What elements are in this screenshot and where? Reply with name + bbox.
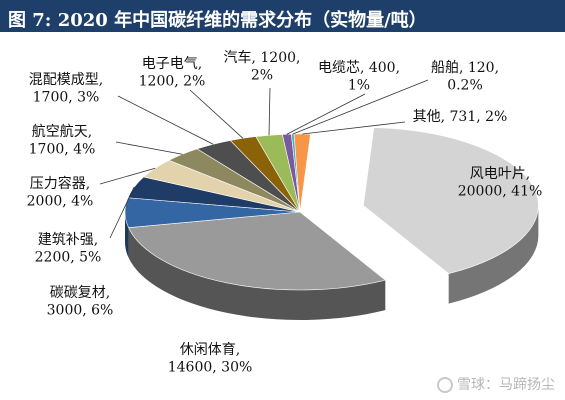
data-label-line: 电缆芯, 400, xyxy=(318,60,400,76)
pie-chart: 风电叶片, 20000, 41% 休闲体育, 14600, 30% 碳碳复材, 3000,… xyxy=(27,49,543,376)
data-label-line: 2% xyxy=(251,68,273,84)
data-label-压力容器: 压力容器, 2000, 4% xyxy=(27,175,94,210)
data-label-line: 船舶, 120, xyxy=(431,60,499,76)
pie-side-风电叶片 xyxy=(448,205,539,304)
leader-line-建筑补强 xyxy=(109,186,135,239)
watermark: 雪球：马蹄扬尘 xyxy=(437,374,555,394)
data-label-line: 1% xyxy=(348,78,370,94)
data-label-其他: 其他, 731, 2% xyxy=(413,109,508,125)
leader-line-压力容器 xyxy=(99,167,156,185)
leader-line-混配模成型 xyxy=(117,95,214,145)
leader-line-其他 xyxy=(302,121,406,135)
leader-line-航空航天 xyxy=(115,141,183,155)
data-label-line: 混配模成型, xyxy=(29,72,103,88)
data-label-line: 电子电气, xyxy=(142,56,202,72)
data-label-line: 0.2% xyxy=(447,78,483,94)
data-label-line: 风电叶片, xyxy=(470,166,530,182)
pie-slice-风电叶片 xyxy=(363,127,539,274)
data-label-休闲体育: 休闲体育, 14600, 30% xyxy=(168,342,253,376)
leader-line-船舶 xyxy=(292,79,429,135)
data-label-line: 休闲体育, xyxy=(180,342,240,358)
leader-line-电缆芯 xyxy=(286,93,366,135)
data-label-line: 1200, 2% xyxy=(139,74,206,90)
data-label-电缆芯: 电缆芯, 400, 1% xyxy=(318,60,400,94)
data-label-line: 汽车, 1200, xyxy=(224,49,301,66)
data-label-line: 压力容器, xyxy=(30,175,90,192)
data-label-建筑补强: 建筑补强, 2200, 5% xyxy=(35,232,102,266)
data-label-line: 建筑补强, xyxy=(38,232,98,248)
data-label-line: 其他, 731, 2% xyxy=(413,109,508,125)
data-label-line: 1700, 4% xyxy=(29,142,96,158)
data-label-line: 1700, 3% xyxy=(33,90,100,106)
data-label-电子电气: 电子电气, 1200, 2% xyxy=(139,56,206,90)
data-label-船舶: 船舶, 120, 0.2% xyxy=(431,60,499,94)
data-label-航空航天: 航空航天, 1700, 4% xyxy=(29,124,96,158)
leader-line-汽车 xyxy=(268,87,271,136)
data-label-汽车: 汽车, 1200, 2% xyxy=(224,49,301,84)
pie-side-碳碳复材 xyxy=(125,212,129,258)
data-label-line: 2000, 4% xyxy=(27,194,94,210)
data-label-line: 航空航天, xyxy=(32,124,92,140)
chart-title: 图 7: 2020 年中国碳纤维的需求分布（实物量/吨） xyxy=(0,0,565,32)
data-label-line: 2200, 5% xyxy=(35,250,102,266)
data-label-line: 3000, 6% xyxy=(47,303,114,319)
watermark-text: 雪球：马蹄扬尘 xyxy=(457,377,555,393)
leader-line-电子电气 xyxy=(189,89,244,139)
pie-slice-休闲体育 xyxy=(128,211,386,291)
snowball-logo-icon xyxy=(437,377,453,393)
data-label-line: 碳碳复材, xyxy=(50,284,110,301)
data-label-line: 20000, 41% xyxy=(458,184,543,200)
data-label-碳碳复材: 碳碳复材, 3000, 6% xyxy=(47,284,114,319)
pie-side-休闲体育 xyxy=(128,227,386,320)
data-label-line: 14600, 30% xyxy=(168,360,253,376)
data-label-风电叶片: 风电叶片, 20000, 41% xyxy=(458,166,543,200)
data-label-混配模成型: 混配模成型, 1700, 3% xyxy=(29,72,103,106)
